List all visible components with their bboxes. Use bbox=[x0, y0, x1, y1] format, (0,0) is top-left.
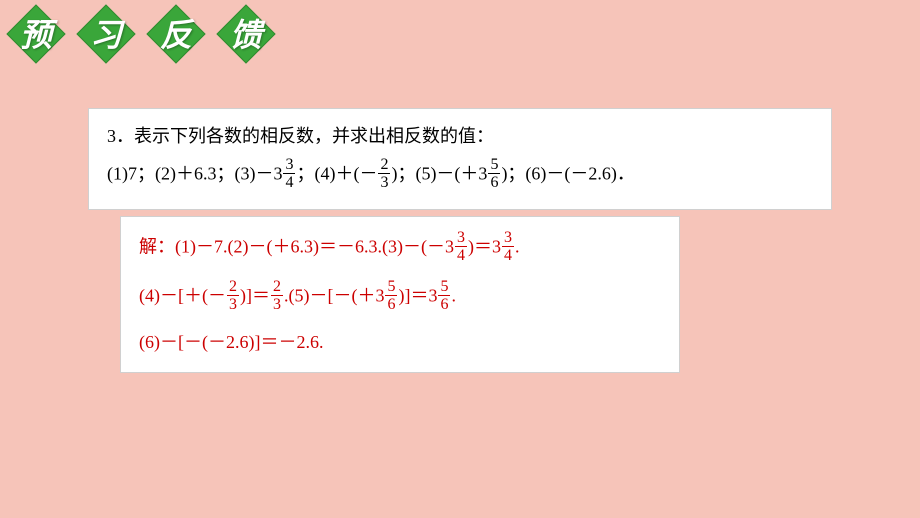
fraction: 34 bbox=[283, 156, 295, 191]
header-diamond-2: 习 bbox=[76, 4, 136, 64]
answer-text: 解：(1)－7.(2)－(＋6.3)＝－6.3.(3)－(－3 bbox=[139, 237, 454, 257]
header-char: 预 bbox=[20, 10, 52, 56]
fraction: 23 bbox=[378, 156, 390, 191]
fraction: 23 bbox=[271, 278, 283, 313]
fraction: 34 bbox=[502, 229, 514, 264]
question-text: )；(5)－(＋3 bbox=[391, 164, 487, 184]
answer-line-1: 解：(1)－7.(2)－(＋6.3)＝－6.3.(3)－(－334)＝334. bbox=[139, 231, 661, 266]
answer-text: . bbox=[515, 237, 520, 257]
header-diamond-1: 预 bbox=[6, 4, 66, 64]
question-text: ；(4)＋(－ bbox=[296, 164, 377, 184]
question-title: 3．表示下列各数的相反数，并求出相反数的值： bbox=[107, 123, 813, 150]
fraction: 34 bbox=[455, 229, 467, 264]
fraction: 23 bbox=[227, 278, 239, 313]
answer-text: )]＝ bbox=[240, 286, 270, 306]
header-diamond-3: 反 bbox=[146, 4, 206, 64]
answer-box: 解：(1)－7.(2)－(＋6.3)＝－6.3.(3)－(－334)＝334. … bbox=[120, 216, 680, 373]
answer-text: )]＝3 bbox=[398, 286, 437, 306]
answer-line-3: (6)－[－(－2.6)]＝－2.6. bbox=[139, 329, 661, 356]
fraction: 56 bbox=[488, 156, 500, 191]
question-text: (1)7；(2)＋6.3；(3)－3 bbox=[107, 164, 282, 184]
answer-text: )＝3 bbox=[468, 237, 501, 257]
answer-text: . bbox=[451, 286, 456, 306]
answer-text: (4)－[＋(－ bbox=[139, 286, 226, 306]
question-box: 3．表示下列各数的相反数，并求出相反数的值： (1)7；(2)＋6.3；(3)－… bbox=[88, 108, 832, 210]
header-char: 馈 bbox=[230, 10, 262, 56]
answer-text: .(5)－[－(＋3 bbox=[284, 286, 384, 306]
header-diamond-4: 馈 bbox=[216, 4, 276, 64]
answer-line-2: (4)－[＋(－23)]＝23.(5)－[－(＋356)]＝356. bbox=[139, 280, 661, 315]
header-char: 习 bbox=[90, 10, 122, 56]
fraction: 56 bbox=[438, 278, 450, 313]
slide-header: 预 习 反 馈 bbox=[0, 0, 920, 76]
fraction: 56 bbox=[385, 278, 397, 313]
question-items: (1)7；(2)＋6.3；(3)－334；(4)＋(－23)；(5)－(＋356… bbox=[107, 158, 813, 193]
header-char: 反 bbox=[160, 10, 192, 56]
question-text: )；(6)－(－2.6)． bbox=[501, 164, 634, 184]
